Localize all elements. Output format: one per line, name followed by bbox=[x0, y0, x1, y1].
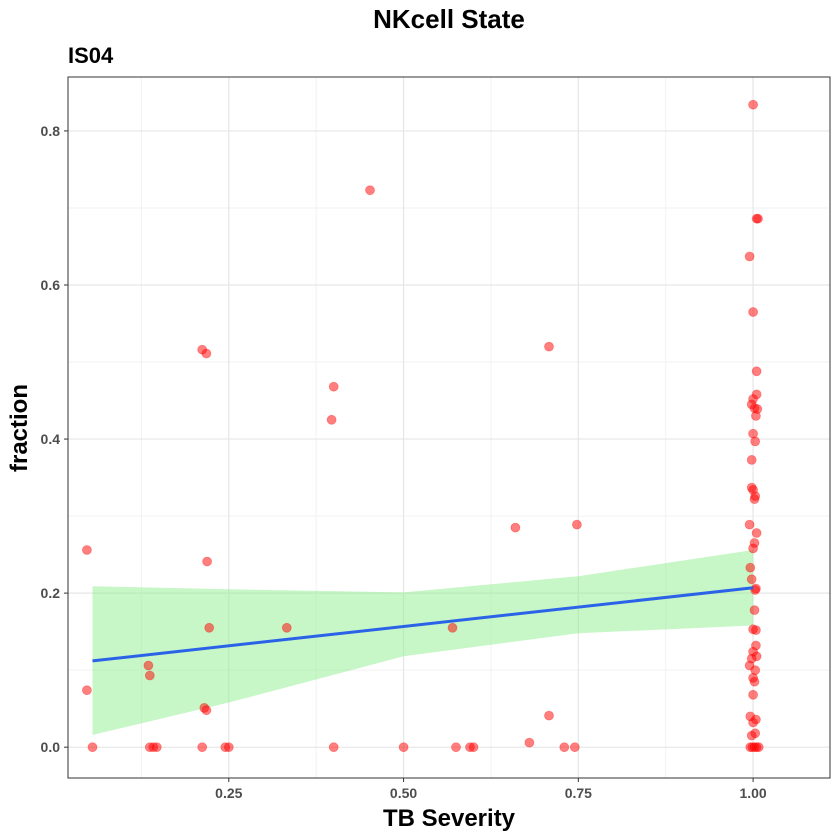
data-point bbox=[748, 543, 758, 554]
data-point bbox=[82, 545, 92, 555]
y-tick-label: 0.2 bbox=[41, 585, 61, 601]
data-point bbox=[751, 366, 762, 377]
data-point bbox=[144, 670, 155, 681]
confidence-band bbox=[92, 550, 754, 735]
data-point bbox=[544, 710, 554, 721]
data-point bbox=[202, 556, 213, 567]
data-point bbox=[398, 742, 409, 753]
data-point bbox=[223, 742, 234, 753]
data-point bbox=[328, 381, 339, 392]
data-point bbox=[746, 730, 757, 741]
data-point bbox=[281, 622, 292, 633]
trend-line bbox=[92, 586, 754, 663]
data-point bbox=[559, 742, 570, 753]
data-point bbox=[746, 574, 757, 585]
data-point bbox=[744, 251, 755, 262]
data-point bbox=[748, 689, 758, 700]
data-point bbox=[745, 562, 756, 573]
data-point bbox=[197, 742, 208, 753]
x-axis-title: TB Severity bbox=[383, 805, 516, 832]
data-point bbox=[751, 625, 761, 635]
data-point bbox=[753, 213, 763, 224]
data-point bbox=[143, 660, 154, 671]
plot-panel-border bbox=[67, 76, 831, 779]
data-point bbox=[328, 742, 339, 753]
y-tick-label: 0.0 bbox=[41, 739, 61, 755]
data-point bbox=[524, 737, 535, 748]
data-point bbox=[572, 519, 582, 530]
data-point bbox=[751, 410, 761, 421]
data-point bbox=[749, 494, 760, 505]
chart-title: NKcell State bbox=[373, 4, 525, 34]
data-point bbox=[365, 185, 375, 196]
data-point bbox=[201, 348, 212, 359]
x-tick-label: 1.00 bbox=[739, 785, 766, 801]
data-point bbox=[751, 528, 762, 538]
data-point bbox=[569, 742, 580, 753]
x-tick-label: 0.50 bbox=[390, 785, 417, 801]
data-point bbox=[326, 414, 337, 425]
y-axis: 0.0 0.2 0.4 0.6 0.8 bbox=[41, 123, 68, 755]
data-point bbox=[748, 99, 758, 110]
chart-subtitle: IS04 bbox=[68, 43, 114, 68]
data-point bbox=[746, 454, 757, 465]
data-point bbox=[201, 705, 212, 716]
data-point bbox=[750, 436, 761, 447]
data-point bbox=[744, 519, 755, 530]
data-point bbox=[510, 522, 521, 533]
x-tick-label: 0.75 bbox=[565, 785, 592, 801]
x-axis: 0.25 0.50 0.75 1.00 bbox=[215, 778, 767, 801]
y-tick-label: 0.8 bbox=[41, 123, 61, 139]
data-point bbox=[151, 742, 162, 753]
trend-layer bbox=[92, 586, 754, 663]
data-point bbox=[753, 742, 764, 753]
data-point bbox=[447, 622, 458, 633]
data-point bbox=[748, 307, 758, 317]
data-point bbox=[87, 742, 98, 753]
data-point bbox=[82, 685, 92, 696]
y-tick-label: 0.6 bbox=[41, 277, 61, 293]
confidence-band-layer bbox=[92, 550, 754, 735]
y-axis-title: fraction bbox=[6, 384, 33, 472]
data-point bbox=[748, 717, 758, 728]
x-tick-label: 0.25 bbox=[215, 785, 242, 801]
data-point bbox=[451, 742, 461, 753]
data-point bbox=[544, 341, 554, 352]
data-point bbox=[468, 742, 479, 753]
data-point bbox=[749, 605, 760, 615]
y-tick-label: 0.4 bbox=[41, 431, 61, 447]
data-point bbox=[749, 676, 760, 687]
data-point bbox=[204, 622, 215, 633]
